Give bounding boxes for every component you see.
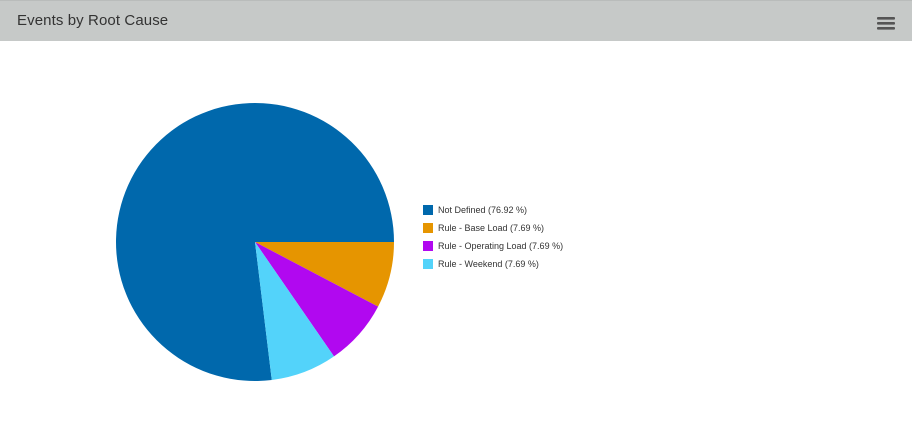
pie-chart xyxy=(116,102,395,381)
legend-swatch xyxy=(423,223,433,233)
legend-item[interactable]: Not Defined (76.92 %) xyxy=(423,201,563,219)
pie-slice-rule-weekend[interactable] xyxy=(255,242,334,380)
chart-area: Not Defined (76.92 %) Rule - Base Load (7… xyxy=(0,41,912,444)
pie-slice-not-defined[interactable] xyxy=(116,102,395,381)
legend-swatch xyxy=(423,205,433,215)
legend-label: Rule - Weekend (7.69 %) xyxy=(438,259,539,269)
legend-item[interactable]: Rule - Operating Load (7.69 %) xyxy=(423,237,563,255)
legend-label: Rule - Base Load (7.69 %) xyxy=(438,223,545,233)
legend-item[interactable]: Rule - Weekend (7.69 %) xyxy=(423,255,563,273)
legend-swatch xyxy=(423,259,433,269)
panel-header: Events by Root Cause xyxy=(0,0,912,41)
panel-title: Events by Root Cause xyxy=(17,12,169,29)
legend-label: Rule - Operating Load (7.69 %) xyxy=(438,241,564,251)
chart-legend: Not Defined (76.92 %) Rule - Base Load (7… xyxy=(423,201,563,273)
pie-slice-rule-operating-load[interactable] xyxy=(255,242,379,357)
legend-item[interactable]: Rule - Base Load (7.69 %) xyxy=(423,219,563,237)
hamburger-menu-icon[interactable] xyxy=(874,13,898,33)
legend-swatch xyxy=(423,241,433,251)
pie-slice-rule-base-load[interactable] xyxy=(255,242,394,307)
legend-label: Not Defined (76.92 %) xyxy=(438,205,528,215)
